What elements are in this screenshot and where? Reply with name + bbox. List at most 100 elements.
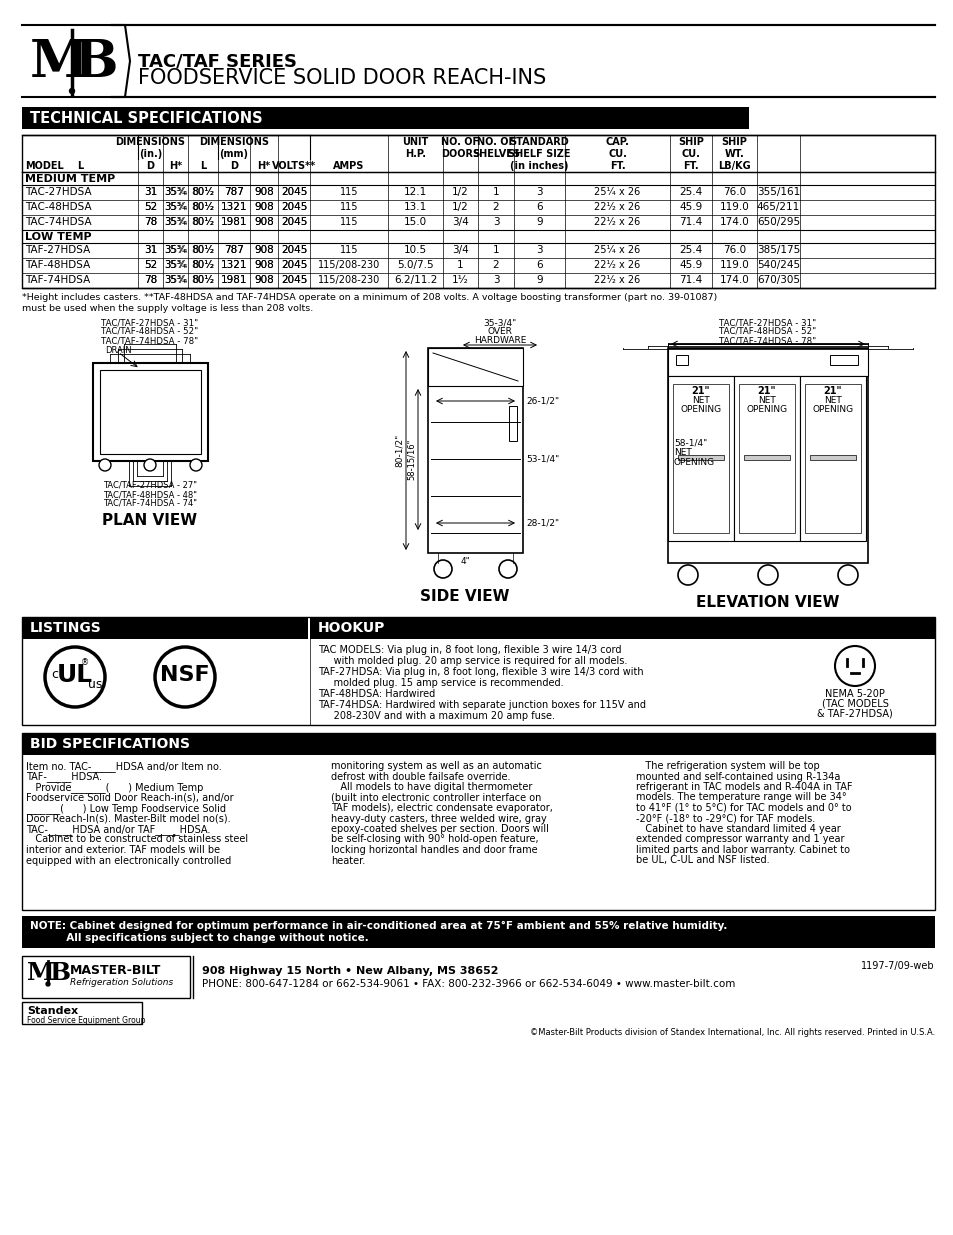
Text: 31: 31 (144, 245, 157, 254)
Text: 2045: 2045 (280, 217, 307, 227)
Text: 52: 52 (144, 203, 157, 212)
Text: 78: 78 (144, 275, 157, 285)
Text: 35³⁄₄: 35³⁄₄ (164, 275, 187, 285)
Text: 2045: 2045 (280, 203, 307, 212)
Text: be self-closing with 90° hold-open feature,: be self-closing with 90° hold-open featu… (331, 835, 538, 845)
Text: TAF-48HDSA: Hardwired: TAF-48HDSA: Hardwired (317, 689, 435, 699)
Text: 115: 115 (339, 245, 358, 254)
Text: 1981: 1981 (220, 217, 247, 227)
Text: TAC/TAF-74HDSA - 74": TAC/TAF-74HDSA - 74" (103, 499, 196, 508)
Bar (829, 354, 857, 366)
Circle shape (154, 647, 214, 706)
Text: epoxy-coated shelves per section. Doors will: epoxy-coated shelves per section. Doors … (331, 824, 548, 834)
Text: NSF: NSF (160, 664, 210, 685)
Text: c: c (51, 668, 58, 682)
Bar (509, 406, 517, 441)
Bar (739, 384, 794, 534)
Text: us: us (88, 678, 102, 692)
Text: 25.4: 25.4 (679, 245, 702, 254)
Text: 21": 21" (822, 387, 841, 396)
Text: 670/305: 670/305 (757, 275, 800, 285)
Text: M: M (30, 37, 89, 88)
Text: 787: 787 (224, 245, 244, 254)
Text: limited parts and labor warranty. Cabinet to: limited parts and labor warranty. Cabine… (636, 845, 849, 855)
Text: 115/208-230: 115/208-230 (317, 275, 379, 285)
Circle shape (498, 559, 517, 578)
Text: SIDE VIEW: SIDE VIEW (420, 589, 509, 604)
Text: 80¹⁄₂: 80¹⁄₂ (192, 186, 214, 198)
Text: 115/208-230: 115/208-230 (317, 261, 379, 270)
Text: CAP.: CAP. (605, 137, 629, 147)
Text: MODEL: MODEL (25, 161, 64, 170)
Text: 115: 115 (339, 217, 358, 227)
Text: 1¹⁄₂: 1¹⁄₂ (452, 275, 468, 285)
Text: 5.0/7.5: 5.0/7.5 (396, 261, 434, 270)
Text: FT.: FT. (609, 161, 624, 170)
Text: 31: 31 (144, 245, 157, 254)
Circle shape (834, 646, 874, 685)
Bar (100, 370, 201, 454)
Circle shape (144, 459, 156, 471)
Text: 3: 3 (492, 217, 498, 227)
Circle shape (678, 564, 698, 585)
Text: TAC/TAF-27HDSA - 27": TAC/TAF-27HDSA - 27" (103, 480, 196, 490)
Text: 908: 908 (253, 217, 274, 227)
Text: SHIP: SHIP (720, 137, 746, 147)
Text: NET: NET (823, 396, 841, 405)
Text: Door Reach-In(s). Master-Bilt model no(s).: Door Reach-In(s). Master-Bilt model no(s… (26, 814, 231, 824)
Text: *Height includes casters. **TAF-48HDSA and TAF-74HDSA operate on a minimum of 20: *Height includes casters. **TAF-48HDSA a… (22, 293, 717, 303)
Text: (in inches): (in inches) (510, 161, 568, 170)
Text: 71.4: 71.4 (679, 275, 702, 285)
Text: FOODSERVICE SOLID DOOR REACH-INS: FOODSERVICE SOLID DOOR REACH-INS (138, 68, 546, 88)
Text: 80¹⁄₂: 80¹⁄₂ (192, 275, 214, 285)
Text: LB/KG: LB/KG (718, 161, 750, 170)
Bar (22, 618, 308, 638)
Text: 76.0: 76.0 (722, 245, 745, 254)
Text: M: M (27, 961, 54, 986)
Text: 174.0: 174.0 (719, 217, 749, 227)
Text: 2045: 2045 (280, 261, 307, 270)
Text: WT.: WT. (724, 149, 743, 159)
Text: 9: 9 (536, 275, 542, 285)
Text: 35³⁄₄: 35³⁄₄ (164, 217, 187, 227)
Text: 80-1/2": 80-1/2" (395, 433, 403, 467)
Text: 25¹⁄₄ x 26: 25¹⁄₄ x 26 (594, 186, 640, 198)
Text: H*: H* (169, 161, 182, 170)
Text: models. The temperature range will be 34°: models. The temperature range will be 34… (636, 793, 845, 803)
Text: 80¹⁄₂: 80¹⁄₂ (192, 186, 213, 198)
Text: TAC MODELS: Via plug in, 8 foot long, flexible 3 wire 14/3 cord: TAC MODELS: Via plug in, 8 foot long, fl… (317, 645, 620, 655)
Text: 3/4: 3/4 (452, 245, 468, 254)
Text: AMPS: AMPS (333, 161, 364, 170)
Text: 35³⁄₄: 35³⁄₄ (164, 261, 186, 270)
Text: TAC/TAF-27HDSA - 31": TAC/TAF-27HDSA - 31" (719, 317, 816, 327)
Text: TAC/TAF SERIES: TAC/TAF SERIES (138, 52, 296, 70)
Text: 45.9: 45.9 (679, 261, 702, 270)
Text: 908: 908 (253, 217, 274, 227)
Text: 35³⁄₄: 35³⁄₄ (164, 217, 186, 227)
Text: 2045: 2045 (280, 275, 307, 285)
Text: SHELF SIZE: SHELF SIZE (508, 149, 570, 159)
Bar (733, 375, 800, 541)
Text: All specifications subject to change without notice.: All specifications subject to change wit… (30, 932, 369, 944)
Text: NEMA 5-20P: NEMA 5-20P (824, 689, 884, 699)
Bar (667, 348, 867, 563)
Text: 908: 908 (253, 275, 274, 285)
Text: 3/4: 3/4 (452, 217, 468, 227)
Text: NO. OF: NO. OF (441, 137, 479, 147)
Text: SHELVES: SHELVES (472, 149, 519, 159)
Text: 78: 78 (144, 217, 157, 227)
Text: 2045: 2045 (280, 245, 307, 254)
Bar (676, 354, 687, 366)
Text: (mm): (mm) (219, 149, 248, 159)
Text: 45.9: 45.9 (679, 203, 702, 212)
Text: ©Master-Bilt Products division of Standex International, Inc. All rights reserve: ©Master-Bilt Products division of Stande… (529, 1028, 934, 1037)
Text: 2045: 2045 (280, 203, 307, 212)
Bar (22, 956, 190, 998)
Text: PHONE: 800-647-1284 or 662-534-9061 • FAX: 800-232-3966 or 662-534-6049 • www.ma: PHONE: 800-647-1284 or 662-534-9061 • FA… (202, 979, 735, 989)
Text: SHIP: SHIP (678, 137, 703, 147)
Text: Cabinet to be constructed of stainless steel: Cabinet to be constructed of stainless s… (26, 835, 248, 845)
Text: 80¹⁄₂: 80¹⁄₂ (192, 275, 213, 285)
Text: (built into electronic controller interface on: (built into electronic controller interf… (331, 793, 540, 803)
Text: 22¹⁄₂ x 26: 22¹⁄₂ x 26 (594, 203, 640, 212)
Text: OVER: OVER (487, 327, 512, 336)
